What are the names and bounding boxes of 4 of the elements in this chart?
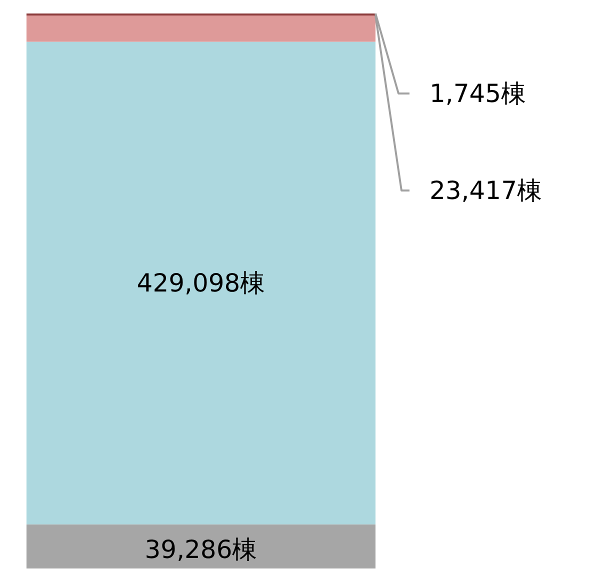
data-label: 39,286棟 [144, 534, 258, 564]
data-label: 1,745棟 [430, 79, 526, 108]
data-label: 429,098棟 [136, 268, 266, 298]
data-label: 23,417棟 [430, 176, 542, 205]
